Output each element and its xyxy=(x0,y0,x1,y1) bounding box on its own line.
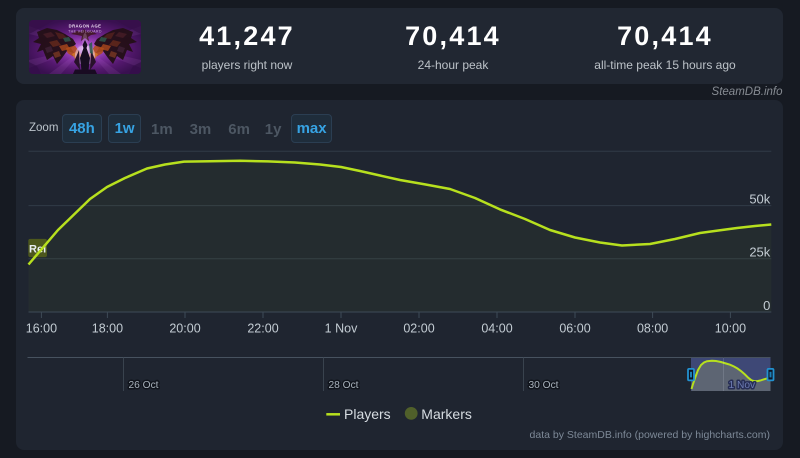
svg-text:18:00: 18:00 xyxy=(92,322,123,336)
svg-text:06:00: 06:00 xyxy=(559,322,590,336)
svg-text:16:00: 16:00 xyxy=(26,322,57,336)
svg-text:Rel: Rel xyxy=(29,244,46,256)
svg-text:data by SteamDB.info (powered: data by SteamDB.info (powered by highcha… xyxy=(530,429,770,441)
svg-text:0: 0 xyxy=(763,298,770,313)
svg-text:Markers: Markers xyxy=(421,406,472,422)
svg-text:04:00: 04:00 xyxy=(481,322,512,336)
svg-text:28 Oct: 28 Oct xyxy=(329,380,359,391)
svg-text:1 Nov: 1 Nov xyxy=(325,322,358,336)
svg-text:10:00: 10:00 xyxy=(715,322,746,336)
svg-text:50k: 50k xyxy=(749,192,770,207)
svg-text:30 Oct: 30 Oct xyxy=(529,380,559,391)
svg-text:26 Oct: 26 Oct xyxy=(129,380,159,391)
svg-text:20:00: 20:00 xyxy=(169,322,200,336)
svg-text:THE VEILGUARD: THE VEILGUARD xyxy=(68,30,102,34)
svg-text:DRAGON AGE: DRAGON AGE xyxy=(69,24,102,29)
svg-text:02:00: 02:00 xyxy=(403,322,434,336)
svg-text:1 Nov: 1 Nov xyxy=(729,380,757,391)
svg-text:22:00: 22:00 xyxy=(247,322,278,336)
svg-text:08:00: 08:00 xyxy=(637,322,668,336)
svg-text:25k: 25k xyxy=(749,245,770,260)
svg-text:Players: Players xyxy=(344,406,391,422)
